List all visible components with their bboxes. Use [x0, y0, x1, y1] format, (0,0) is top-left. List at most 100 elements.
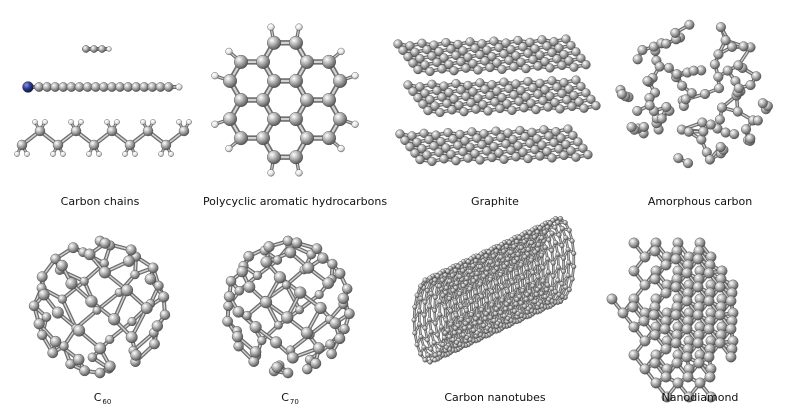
carbon-atom: [720, 35, 731, 46]
carbon-atom: [458, 316, 464, 322]
carbon-atom: [727, 41, 738, 52]
carbon-atom: [225, 275, 237, 287]
carbon-atom: [499, 284, 505, 290]
carbon-atom: [155, 82, 166, 92]
hydrogen-atom: [106, 46, 112, 52]
carbon-atom: [473, 290, 479, 296]
carbon-atom: [733, 83, 744, 94]
carbon-atom: [475, 78, 485, 88]
carbon-atom: [127, 317, 137, 327]
carbon-atom: [515, 311, 521, 317]
carbon-atom: [540, 278, 546, 284]
carbon-atom: [545, 282, 551, 288]
carbon-atom: [317, 252, 329, 264]
carbon-atom: [471, 327, 477, 333]
carbon-atom: [50, 253, 61, 265]
carbon-atom: [671, 69, 682, 80]
carbon-atom: [493, 306, 499, 312]
carbon-atom: [644, 100, 655, 111]
carbon-atom: [481, 322, 487, 328]
carbon-atom: [256, 131, 271, 146]
carbon-atom: [431, 130, 441, 140]
carbon-atom: [677, 80, 688, 91]
carbon-atom: [429, 141, 439, 151]
carbon-atom: [429, 40, 439, 50]
hydrogen-atom: [267, 169, 275, 177]
carbon-atom: [248, 356, 260, 367]
carbon-atom: [550, 273, 556, 279]
carbon-atom: [518, 262, 524, 268]
carbon-atom: [507, 105, 517, 115]
carbon-atom: [540, 85, 550, 95]
carbon-atom: [437, 312, 443, 318]
carbon-atom: [465, 142, 475, 152]
carbon-atom: [503, 128, 513, 138]
carbon-atom: [83, 248, 96, 261]
carbon-atom: [478, 100, 488, 110]
carbon-atom: [295, 305, 305, 315]
hydrogen-atom: [158, 151, 164, 157]
c60-illustration: [28, 235, 171, 379]
carbon-atom: [498, 310, 504, 316]
carbon-atom: [467, 286, 473, 292]
carbon-atom: [288, 150, 303, 165]
carbon-atom: [432, 277, 438, 283]
carbon-atom: [288, 112, 303, 127]
carbon-atom: [521, 239, 527, 245]
carbon-atom: [495, 261, 501, 267]
carbon-atom: [482, 146, 492, 156]
carbon-atom: [472, 320, 478, 326]
carbon-atom: [144, 273, 157, 285]
carbon-atom: [530, 283, 536, 289]
carbon-atom: [460, 283, 466, 289]
carbon-atom: [419, 128, 429, 138]
carbon-atom: [447, 105, 457, 115]
hydrogen-atom: [267, 23, 275, 31]
carbon-atom: [448, 321, 454, 327]
carbon-atom: [414, 292, 420, 298]
carbon-atom: [461, 63, 471, 73]
carbon-atom: [555, 251, 561, 257]
carbon-atom: [508, 134, 518, 145]
carbon-atom: [427, 156, 437, 167]
carbon-atom: [552, 54, 562, 64]
carbon-atom: [534, 287, 540, 293]
carbon-atom: [249, 346, 262, 358]
carbon-atom: [529, 240, 535, 246]
carbon-atom: [497, 64, 507, 74]
carbon-atom: [424, 135, 434, 145]
carbon-atom: [467, 127, 477, 137]
carbon-atom: [528, 295, 534, 301]
carbon-atom: [549, 37, 559, 47]
c70-illustration: [222, 235, 355, 379]
carbon-atom: [311, 243, 323, 254]
carbon-atom: [495, 103, 505, 114]
carbon-atom: [566, 259, 572, 265]
carbon-atom: [442, 98, 452, 109]
carbon-atom: [477, 264, 483, 270]
carbon-atom: [432, 294, 438, 300]
carbon-atom: [428, 346, 434, 352]
nanotubes-panel: Carbon nanotubes: [400, 215, 600, 418]
carbon-atom: [302, 261, 315, 274]
carbon-atom: [434, 147, 444, 158]
carbon-atom: [535, 78, 545, 88]
carbon-atom: [468, 59, 478, 69]
carbon-atom: [223, 300, 234, 312]
carbon-atom: [451, 78, 461, 89]
carbon-atom: [99, 82, 109, 92]
carbon-atom: [465, 259, 471, 265]
carbon-atom: [512, 308, 518, 314]
carbon-atom: [491, 318, 497, 324]
carbon-atom: [578, 143, 588, 153]
carbon-atom: [343, 308, 355, 320]
nitrogen-atom: [22, 81, 34, 93]
carbon-atom: [475, 50, 485, 60]
carbon-atom: [559, 78, 569, 88]
carbon-atom: [539, 252, 545, 258]
carbon-atom: [465, 37, 475, 47]
carbon-atom: [421, 312, 427, 318]
carbon-atom: [514, 296, 520, 302]
carbon-atom: [437, 92, 447, 102]
carbon-atom: [506, 44, 516, 55]
